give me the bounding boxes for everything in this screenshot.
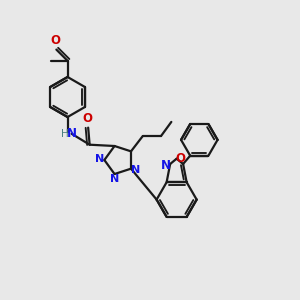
Text: N: N: [95, 154, 104, 164]
Text: N: N: [110, 174, 119, 184]
Text: N: N: [66, 127, 76, 140]
Text: H: H: [61, 129, 68, 139]
Text: N: N: [131, 164, 141, 175]
Text: O: O: [82, 112, 93, 125]
Text: O: O: [51, 34, 61, 47]
Text: O: O: [175, 152, 185, 165]
Text: N: N: [160, 159, 170, 172]
